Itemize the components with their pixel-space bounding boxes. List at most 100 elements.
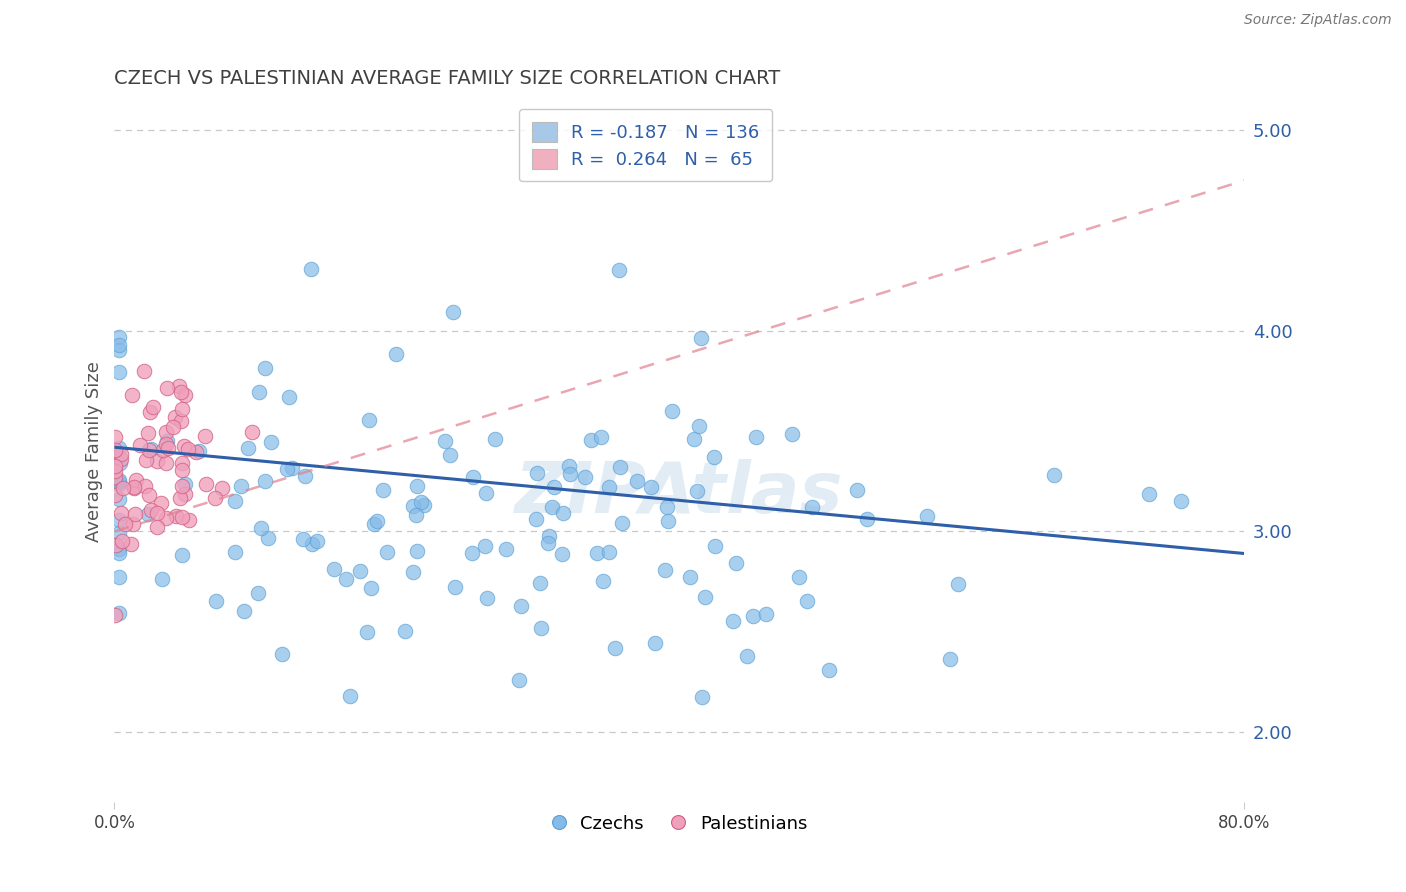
Point	[558, 458, 581, 473]
Point	[120, 537, 142, 551]
Point	[165, 509, 187, 524]
Point	[703, 450, 725, 464]
Point	[173, 439, 195, 453]
Point	[110, 447, 132, 461]
Text: CZECH VS PALESTINIAN AVERAGE FAMILY SIZE CORRELATION CHART: CZECH VS PALESTINIAN AVERAGE FAMILY SIZE…	[114, 69, 780, 87]
Point	[524, 512, 547, 526]
Point	[173, 476, 195, 491]
Point	[703, 539, 725, 553]
Point	[169, 491, 191, 505]
Point	[349, 564, 371, 578]
Point	[250, 521, 273, 535]
Point	[856, 512, 879, 526]
Point	[335, 572, 357, 586]
Point	[591, 430, 613, 444]
Point	[146, 454, 169, 468]
Point	[231, 478, 253, 492]
Point	[170, 548, 193, 562]
Text: Source: ZipAtlas.com: Source: ZipAtlas.com	[1244, 13, 1392, 28]
Point	[845, 483, 868, 497]
Point	[384, 346, 406, 360]
Point	[444, 581, 467, 595]
Point	[247, 385, 270, 400]
Point	[292, 532, 315, 546]
Point	[1170, 493, 1192, 508]
Point	[155, 437, 177, 451]
Point	[695, 591, 717, 605]
Point	[142, 401, 165, 415]
Point	[104, 488, 127, 502]
Point	[413, 498, 436, 512]
Point	[723, 614, 745, 628]
Point	[107, 492, 129, 507]
Point	[114, 517, 136, 532]
Point	[305, 534, 328, 549]
Point	[1139, 487, 1161, 501]
Point	[495, 542, 517, 557]
Point	[405, 508, 427, 523]
Point	[607, 263, 630, 277]
Point	[107, 475, 129, 489]
Point	[461, 470, 484, 484]
Point	[405, 544, 427, 558]
Point	[107, 343, 129, 358]
Point	[509, 599, 531, 613]
Point	[536, 535, 558, 549]
Point	[585, 546, 607, 560]
Point	[543, 480, 565, 494]
Point	[441, 304, 464, 318]
Point	[375, 545, 398, 559]
Legend: Czechs, Palestinians: Czechs, Palestinians	[543, 805, 817, 842]
Point	[439, 448, 461, 462]
Point	[138, 404, 160, 418]
Point	[560, 467, 582, 482]
Point	[155, 511, 177, 525]
Point	[224, 494, 246, 508]
Point	[107, 365, 129, 379]
Point	[278, 390, 301, 404]
Point	[526, 467, 548, 481]
Point	[917, 509, 939, 524]
Point	[122, 516, 145, 531]
Y-axis label: Average Family Size: Average Family Size	[86, 360, 103, 541]
Point	[640, 480, 662, 494]
Point	[104, 442, 127, 457]
Point	[172, 510, 194, 524]
Point	[276, 462, 298, 476]
Point	[247, 586, 270, 600]
Point	[294, 469, 316, 483]
Point	[356, 625, 378, 640]
Point	[107, 513, 129, 527]
Point	[172, 456, 194, 470]
Point	[508, 673, 530, 687]
Point	[598, 545, 620, 559]
Point	[233, 603, 256, 617]
Point	[107, 526, 129, 541]
Point	[135, 453, 157, 467]
Point	[211, 481, 233, 495]
Text: ZIPAtlas: ZIPAtlas	[515, 458, 844, 528]
Point	[177, 442, 200, 457]
Point	[145, 506, 167, 520]
Point	[474, 539, 496, 553]
Point	[610, 516, 633, 530]
Point	[141, 442, 163, 457]
Point	[170, 463, 193, 477]
Point	[156, 434, 179, 448]
Point	[107, 570, 129, 584]
Point	[186, 445, 208, 459]
Point	[411, 494, 433, 508]
Point	[475, 591, 498, 606]
Point	[460, 546, 482, 560]
Point	[551, 506, 574, 520]
Point	[745, 430, 768, 444]
Point	[104, 464, 127, 478]
Point	[530, 621, 553, 635]
Point	[107, 546, 129, 560]
Point	[538, 529, 561, 543]
Point	[626, 474, 648, 488]
Point	[592, 574, 614, 588]
Point	[129, 438, 152, 452]
Point	[782, 427, 804, 442]
Point	[107, 477, 129, 491]
